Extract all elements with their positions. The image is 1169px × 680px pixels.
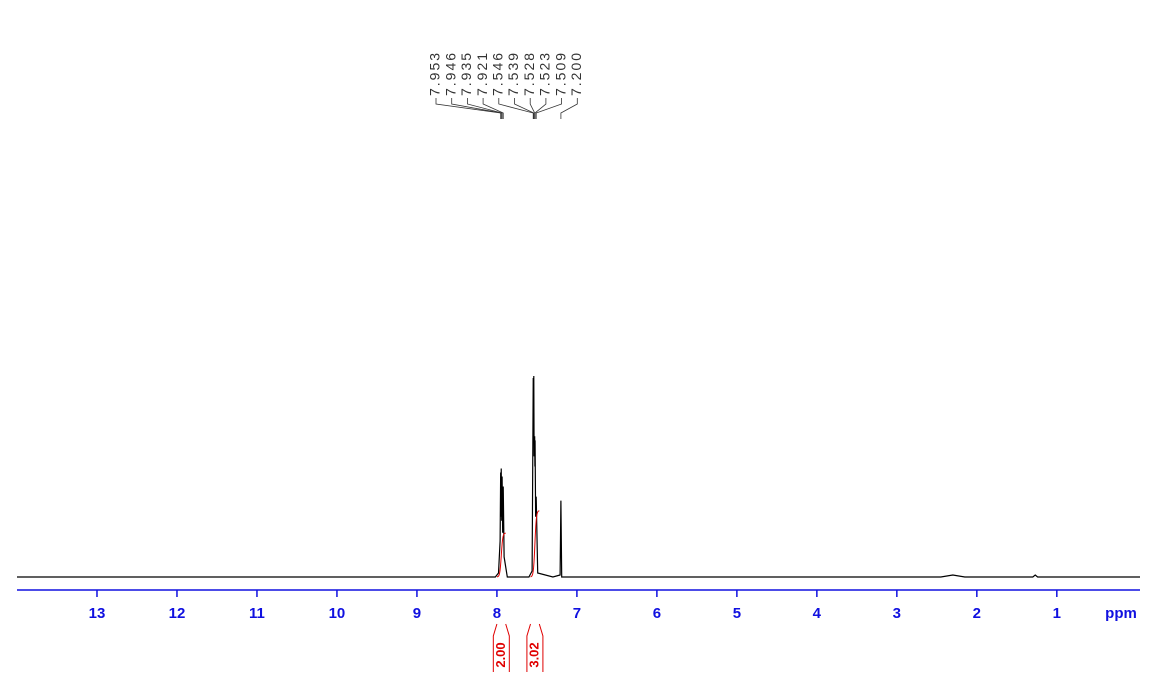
x-tick-label: 2 xyxy=(973,605,981,622)
integral-label: 2.00 xyxy=(493,642,508,667)
peak-label: 7.528 xyxy=(521,51,537,96)
integral-bracket xyxy=(492,623,498,672)
peak-connector xyxy=(435,98,502,119)
peak-label: 7.921 xyxy=(474,51,490,96)
x-tick-label: 4 xyxy=(813,605,822,622)
peak-connector xyxy=(482,98,504,119)
x-tick-label: 11 xyxy=(249,605,265,622)
peak-label: 7.546 xyxy=(490,51,506,96)
x-tick-label: 1 xyxy=(1053,605,1061,622)
x-tick-label: 10 xyxy=(329,605,346,622)
peak-connector xyxy=(534,98,547,119)
peak-connector xyxy=(498,98,534,119)
peak-label: 7.509 xyxy=(552,51,568,96)
x-tick-label: 13 xyxy=(89,605,106,622)
integral-bracket xyxy=(505,623,510,672)
x-tick-label: 7 xyxy=(573,605,581,622)
integral-bracket xyxy=(526,623,531,672)
integral-curve xyxy=(496,532,506,578)
x-tick-label: 3 xyxy=(893,605,901,622)
spectrum-line xyxy=(17,375,1140,578)
peak-label: 7.539 xyxy=(505,51,521,96)
peak-label: 7.200 xyxy=(568,51,584,96)
peak-connector xyxy=(514,98,535,119)
x-tick-label: 9 xyxy=(413,605,421,622)
peak-connector xyxy=(535,98,562,119)
peak-connector xyxy=(451,98,502,119)
integral-bracket xyxy=(538,623,544,672)
peak-connector xyxy=(466,98,503,119)
integral-curve xyxy=(530,510,540,578)
peak-label: 7.953 xyxy=(427,51,443,96)
x-tick-label: 5 xyxy=(733,605,741,622)
peak-label: 7.935 xyxy=(458,51,474,96)
x-tick-label: 8 xyxy=(493,605,501,622)
x-axis-label: ppm xyxy=(1105,605,1137,622)
x-tick-label: 6 xyxy=(653,605,661,622)
integral-label: 3.02 xyxy=(526,642,541,667)
peak-connector xyxy=(560,98,578,119)
peak-label: 7.523 xyxy=(537,51,553,96)
peak-label: 7.946 xyxy=(442,51,458,96)
x-tick-label: 12 xyxy=(169,605,186,622)
